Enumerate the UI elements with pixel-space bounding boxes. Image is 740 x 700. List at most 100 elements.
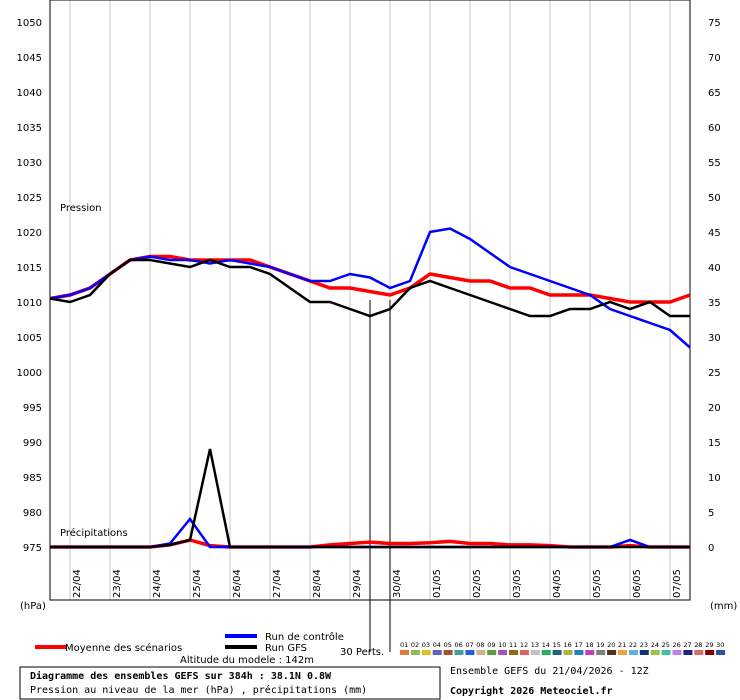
member-swatch — [530, 650, 540, 655]
member-label: 08 — [476, 641, 484, 649]
x-tick-label: 03/05 — [512, 569, 523, 598]
x-tick-label: 22/04 — [72, 569, 83, 598]
copyright: Copyright 2026 Meteociel.fr — [450, 685, 613, 697]
y-tick-label: 1035 — [17, 123, 42, 134]
x-tick-label: 24/04 — [152, 569, 163, 598]
member-swatch — [552, 650, 562, 655]
y2-axis-label: (mm) — [710, 601, 737, 612]
member-swatch — [487, 650, 497, 655]
x-tick-label: 23/04 — [112, 569, 123, 598]
y2-tick-label: 65 — [708, 88, 721, 99]
pressure-line — [49, 227, 691, 349]
y-tick-label: 1050 — [17, 18, 42, 29]
x-tick-label: 06/05 — [632, 569, 643, 598]
member-swatch — [585, 650, 595, 655]
y-tick-label: 1020 — [17, 228, 42, 239]
member-label: 19 — [596, 641, 604, 649]
members-label: 30 Perts. — [340, 647, 384, 658]
member-swatch — [519, 650, 529, 655]
precip-line — [50, 448, 690, 549]
y2-tick-label: 25 — [708, 368, 721, 379]
member-swatch — [650, 650, 660, 655]
x-tick-label: 25/04 — [192, 569, 203, 598]
y2-tick-label: 70 — [708, 53, 721, 64]
chart-title: Diagramme des ensembles GEFS sur 384h : … — [30, 670, 332, 682]
member-label: 12 — [520, 641, 528, 649]
member-label: 25 — [662, 641, 670, 649]
member-swatch — [509, 650, 518, 655]
y2-tick-label: 60 — [708, 123, 721, 134]
member-swatch — [716, 650, 726, 655]
member-label: 20 — [607, 641, 615, 649]
member-label: 14 — [542, 641, 550, 649]
member-swatch — [672, 650, 682, 655]
member-swatch — [454, 650, 464, 655]
member-label: 23 — [640, 641, 648, 649]
member-swatch — [639, 650, 649, 655]
member-label: 21 — [618, 641, 626, 649]
y-tick-label: 1030 — [17, 158, 42, 169]
y2-tick-label: 50 — [708, 193, 721, 204]
member-label: 28 — [694, 641, 702, 649]
x-tick-label: 02/05 — [472, 569, 483, 598]
y2-tick-label: 20 — [708, 403, 721, 414]
member-label: 29 — [705, 641, 713, 649]
legend-label: Moyenne des scénarios — [65, 642, 182, 654]
member-label: 05 — [444, 641, 452, 649]
y-tick-label: 1045 — [17, 53, 42, 64]
y2-tick-label: 30 — [708, 333, 721, 344]
member-swatch — [465, 650, 475, 655]
y-tick-label: 975 — [23, 543, 42, 554]
member-label: 01 — [400, 641, 408, 649]
member-label: 22 — [629, 641, 637, 649]
x-tick-label: 26/04 — [232, 569, 243, 598]
member-label: 07 — [465, 641, 473, 649]
precip-label: Précipitations — [60, 527, 128, 539]
x-tick-label: 05/05 — [592, 569, 603, 598]
altitude: Altitude du modele : 142m — [180, 655, 314, 666]
member-swatch — [683, 650, 693, 655]
member-label: 18 — [585, 641, 593, 649]
x-tick-label: 27/04 — [272, 569, 283, 598]
member-label: 13 — [531, 641, 539, 649]
member-label: 16 — [564, 641, 572, 649]
y2-tick-label: 40 — [708, 263, 721, 274]
member-swatch — [400, 650, 409, 655]
x-tick-label: 29/04 — [352, 569, 363, 598]
grid — [69, 0, 671, 600]
y-tick-label: 1010 — [17, 298, 42, 309]
x-tick-label: 30/04 — [392, 569, 403, 598]
y-tick-label: 1040 — [17, 88, 42, 99]
pressure-label: Pression — [60, 203, 102, 214]
member-label: 10 — [498, 641, 506, 649]
member-swatch — [607, 650, 617, 655]
pressure-line — [49, 258, 690, 318]
member-label: 02 — [411, 641, 419, 649]
member-swatch — [410, 650, 420, 655]
member-swatch — [596, 650, 606, 655]
member-swatch — [705, 650, 715, 655]
member-label: 15 — [553, 641, 561, 649]
x-tick-label: 04/05 — [552, 569, 563, 598]
x-tick-label: 28/04 — [312, 569, 323, 598]
member-swatch — [574, 650, 584, 655]
member-swatch — [476, 650, 486, 655]
chart-subtitle: Pression au niveau de la mer (hPa) , pré… — [30, 684, 367, 696]
y-axis-label: (hPa) — [20, 601, 46, 612]
member-swatch — [694, 650, 704, 655]
y2-tick-label: 0 — [708, 543, 714, 554]
member-swatch — [541, 650, 551, 655]
y2-tick-label: 5 — [708, 508, 714, 519]
x-tick-label: 07/05 — [672, 569, 683, 598]
y2-tick-label: 35 — [708, 298, 721, 309]
y-tick-label: 995 — [23, 403, 42, 414]
y2-tick-label: 55 — [708, 158, 721, 169]
member-swatch — [443, 650, 453, 655]
y2-tick-label: 75 — [708, 18, 721, 29]
y2-tick-label: 10 — [708, 473, 721, 484]
y-tick-label: 985 — [23, 473, 42, 484]
y-tick-label: 1025 — [17, 193, 42, 204]
member-swatch — [661, 650, 671, 655]
